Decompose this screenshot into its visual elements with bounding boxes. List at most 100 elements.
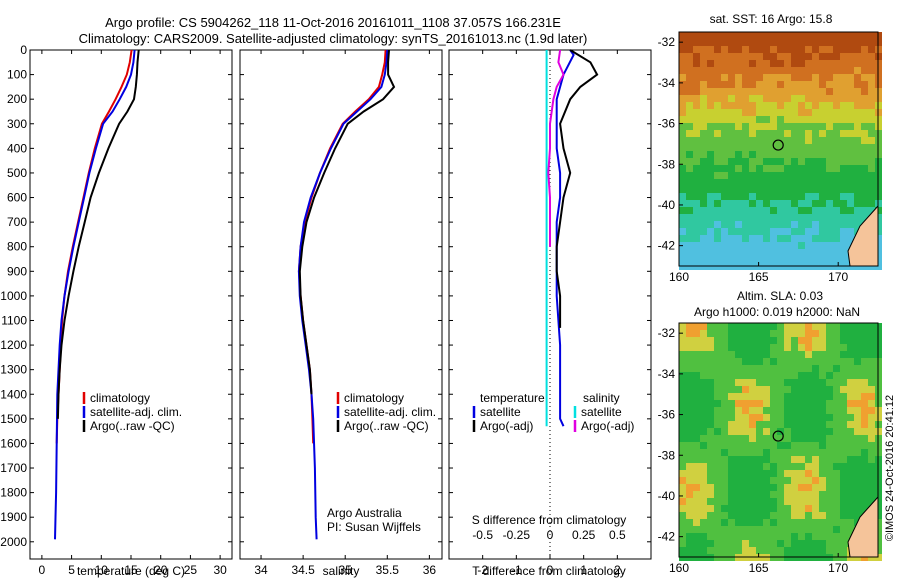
map-pixel <box>707 386 714 393</box>
map-pixel <box>721 186 728 193</box>
map-pixel <box>700 74 707 81</box>
map-pixel <box>714 256 721 263</box>
map-pixel <box>714 540 721 547</box>
map-pixel <box>868 330 875 337</box>
map-pixel <box>728 186 735 193</box>
map-pixel <box>714 46 721 53</box>
map-pixel <box>777 179 784 186</box>
depth-tick-label: 1500 <box>0 412 27 426</box>
map-pixel <box>833 39 840 46</box>
map-pixel <box>819 442 826 449</box>
map-pixel <box>833 165 840 172</box>
map-pixel <box>833 449 840 456</box>
map-pixel <box>847 235 854 242</box>
map-pixel <box>756 165 763 172</box>
map-pixel <box>707 512 714 519</box>
map-y-tick-label: -34 <box>658 76 676 90</box>
map-pixel <box>742 165 749 172</box>
map-pixel <box>749 137 756 144</box>
map-pixel <box>735 256 742 263</box>
map-pixel <box>749 165 756 172</box>
map-pixel <box>770 456 777 463</box>
map-pixel <box>763 172 770 179</box>
map-pixel <box>742 32 749 39</box>
map-frame <box>678 31 879 267</box>
map-pixel <box>812 102 819 109</box>
map-pixel <box>791 344 798 351</box>
map-pixel <box>735 74 742 81</box>
map-pixel <box>714 323 721 330</box>
map-pixel <box>721 256 728 263</box>
map-pixel <box>861 428 868 435</box>
map-pixel <box>763 158 770 165</box>
map-pixel <box>826 463 833 470</box>
map-pixel <box>742 221 749 228</box>
map-pixel <box>854 449 861 456</box>
map-pixel <box>756 172 763 179</box>
map-pixel <box>693 102 700 109</box>
map-pixel <box>805 137 812 144</box>
map-pixel <box>819 358 826 365</box>
map-pixel <box>763 477 770 484</box>
map-pixel <box>763 60 770 67</box>
map-pixel <box>791 172 798 179</box>
map-pixel <box>854 470 861 477</box>
map-pixel <box>861 330 868 337</box>
map-pixel <box>777 53 784 60</box>
map-pixel <box>812 337 819 344</box>
map-pixel <box>861 372 868 379</box>
map-pixel <box>833 456 840 463</box>
map-pixel <box>707 358 714 365</box>
map-pixel <box>763 151 770 158</box>
map-pixel <box>819 484 826 491</box>
map-pixel <box>777 491 784 498</box>
map-pixel <box>854 193 861 200</box>
map-pixel <box>854 74 861 81</box>
map-pixel <box>749 414 756 421</box>
map-pixel <box>861 60 868 67</box>
depth-tick-label: 1200 <box>0 338 27 352</box>
map-pixel <box>819 498 826 505</box>
map-pixel <box>756 379 763 386</box>
map-pixel <box>826 60 833 67</box>
map-pixel <box>749 358 756 365</box>
depth-tick-label: 1000 <box>0 289 27 303</box>
map-pixel <box>819 67 826 74</box>
map-pixel <box>728 249 735 256</box>
map-pixel <box>693 193 700 200</box>
map-pixel <box>756 39 763 46</box>
map-pixel <box>721 526 728 533</box>
map-pixel <box>833 235 840 242</box>
map-pixel <box>686 393 693 400</box>
map-pixel <box>763 358 770 365</box>
s-tick-label: -0.5 <box>472 528 493 542</box>
map-pixel <box>777 547 784 554</box>
map-pixel <box>728 151 735 158</box>
map-pixel <box>854 512 861 519</box>
map-pixel <box>700 32 707 39</box>
map-pixel <box>749 186 756 193</box>
map-pixel <box>735 179 742 186</box>
map-pixel <box>728 130 735 137</box>
map-pixel <box>693 491 700 498</box>
map-pixel <box>868 470 875 477</box>
map-pixel <box>805 256 812 263</box>
map-pixel <box>686 88 693 95</box>
map-pixel <box>735 46 742 53</box>
s-difference-xlabel: S difference from climatology <box>472 513 627 527</box>
map-pixel <box>742 414 749 421</box>
depth-tick-label: 1400 <box>0 387 27 401</box>
map-pixel <box>770 547 777 554</box>
map-pixel <box>833 228 840 235</box>
map-pixel <box>763 400 770 407</box>
map-pixel <box>679 421 686 428</box>
map-pixel <box>749 151 756 158</box>
map-pixel <box>868 74 875 81</box>
map-pixel <box>784 151 791 158</box>
map-pixel <box>868 81 875 88</box>
map-pixel <box>735 400 742 407</box>
map-pixel <box>728 172 735 179</box>
series-line-temperature-satellite <box>555 49 575 427</box>
map-pixel <box>854 379 861 386</box>
map-pixel <box>735 470 742 477</box>
